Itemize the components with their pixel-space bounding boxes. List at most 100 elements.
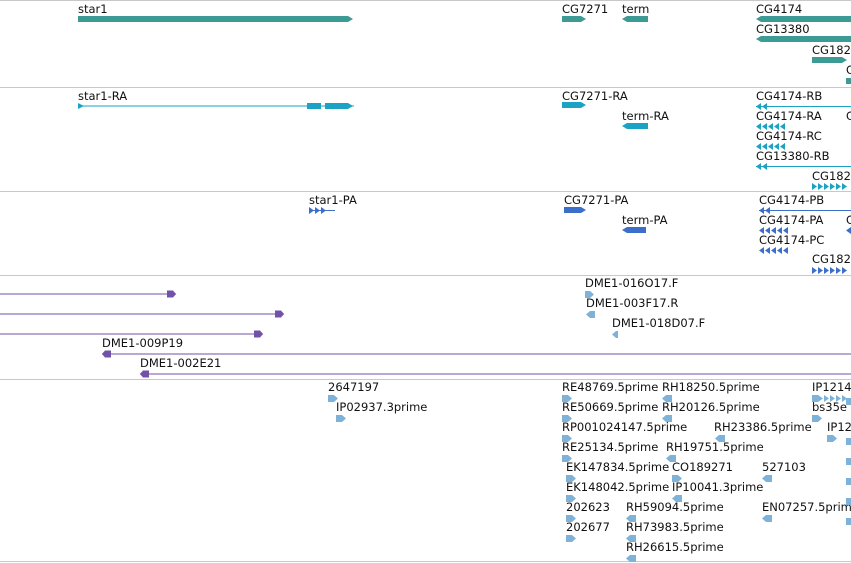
- feature-glyph[interactable]: [672, 475, 682, 482]
- feature-label: 2647197: [328, 380, 380, 394]
- feature-glyph[interactable]: [309, 207, 335, 214]
- feature-glyph[interactable]: [812, 183, 850, 190]
- feature-label: RE25134.5prime: [562, 440, 659, 454]
- feature-label: RH20126.5prime: [662, 400, 760, 414]
- feature-label: IP02937.3prime: [336, 400, 428, 414]
- feature-glyph[interactable]: [846, 438, 851, 445]
- feature-label: EK148042.5prime: [566, 480, 670, 494]
- feature-glyph[interactable]: [759, 207, 851, 214]
- feature-glyph[interactable]: [846, 227, 851, 234]
- feature-glyph[interactable]: [586, 311, 595, 318]
- feature-glyph[interactable]: [846, 398, 851, 405]
- feature-label: CG4174-PB: [759, 193, 825, 207]
- feature-glyph[interactable]: [585, 291, 594, 298]
- feature-glyph[interactable]: [78, 102, 354, 110]
- feature-glyph[interactable]: [566, 475, 576, 482]
- feature-label: star1: [78, 2, 108, 16]
- feature-glyph[interactable]: [846, 518, 851, 525]
- feature-glyph[interactable]: [0, 310, 284, 318]
- feature-glyph[interactable]: [566, 515, 576, 522]
- feature-glyph[interactable]: [562, 102, 586, 108]
- feature-glyph[interactable]: [756, 16, 851, 22]
- feature-label: RH26615.5prime: [626, 540, 724, 554]
- feature-glyph[interactable]: [672, 495, 682, 502]
- feature-glyph[interactable]: [812, 267, 850, 274]
- feature-label: term: [622, 2, 650, 16]
- feature-glyph[interactable]: [756, 103, 851, 110]
- track-divider: [0, 0, 851, 1]
- feature-label: CG182: [812, 169, 851, 183]
- feature-glyph[interactable]: [662, 415, 672, 422]
- feature-label: CG7271-RA: [562, 89, 628, 103]
- feature-glyph[interactable]: [626, 535, 636, 542]
- feature-glyph[interactable]: [846, 478, 851, 485]
- feature-glyph[interactable]: [756, 143, 788, 150]
- feature-label: CG182: [812, 43, 851, 57]
- feature-glyph[interactable]: [78, 16, 353, 22]
- feature-label: RE48769.5prime: [562, 380, 659, 394]
- feature-glyph[interactable]: [827, 435, 837, 442]
- feature-glyph[interactable]: [622, 16, 648, 22]
- feature-label: 202623: [566, 500, 610, 514]
- feature-label: CG182: [812, 252, 851, 266]
- feature-label: term-PA: [622, 213, 668, 227]
- feature-glyph[interactable]: [846, 458, 851, 465]
- track-divider: [0, 191, 851, 192]
- feature-label: EN07257.5prime: [762, 500, 851, 514]
- feature-glyph[interactable]: [715, 435, 725, 442]
- feature-glyph[interactable]: [566, 495, 576, 502]
- feature-glyph[interactable]: [626, 555, 636, 562]
- feature-glyph[interactable]: [759, 227, 791, 234]
- feature-glyph[interactable]: [566, 535, 576, 542]
- feature-glyph[interactable]: [812, 57, 847, 63]
- feature-glyph[interactable]: [562, 455, 572, 462]
- feature-glyph[interactable]: [562, 16, 586, 22]
- feature-glyph[interactable]: [759, 247, 791, 254]
- feature-glyph[interactable]: [0, 290, 176, 298]
- feature-glyph[interactable]: [762, 475, 772, 482]
- track-divider: [0, 379, 851, 380]
- feature-label: C: [846, 213, 851, 227]
- feature-glyph[interactable]: [564, 207, 586, 213]
- feature-glyph[interactable]: [756, 123, 788, 130]
- feature-glyph[interactable]: [612, 331, 618, 338]
- feature-label: CG4174-PA: [759, 213, 824, 227]
- feature-glyph[interactable]: [562, 395, 572, 402]
- feature-label: DME1-018D07.F: [612, 316, 706, 330]
- feature-glyph[interactable]: [812, 395, 850, 402]
- feature-glyph[interactable]: [756, 163, 851, 170]
- feature-glyph[interactable]: [562, 415, 572, 422]
- feature-label: CG4174: [756, 2, 803, 16]
- feature-glyph[interactable]: [622, 227, 646, 233]
- feature-glyph[interactable]: [336, 415, 346, 422]
- feature-label: RH19751.5prime: [666, 440, 764, 454]
- feature-label: EK147834.5prime: [566, 460, 670, 474]
- feature-label: 202677: [566, 520, 610, 534]
- feature-glyph[interactable]: [140, 370, 851, 378]
- feature-label: CG7271: [562, 2, 609, 16]
- feature-label: star1-RA: [78, 89, 128, 103]
- feature-glyph[interactable]: [762, 515, 772, 522]
- feature-label: C: [846, 63, 851, 77]
- feature-label: IP1214: [812, 380, 851, 394]
- feature-glyph[interactable]: [328, 395, 338, 402]
- feature-label: CG4174-RA: [756, 109, 822, 123]
- feature-glyph[interactable]: [662, 395, 672, 402]
- feature-label: CG13380: [756, 22, 810, 36]
- feature-glyph[interactable]: [756, 36, 851, 42]
- feature-label: IP12: [827, 420, 851, 434]
- feature-label: RP001024147.5prime: [562, 420, 688, 434]
- feature-label: term-RA: [622, 109, 669, 123]
- feature-glyph[interactable]: [622, 123, 648, 129]
- feature-glyph[interactable]: [626, 515, 636, 522]
- feature-glyph[interactable]: [102, 350, 851, 358]
- feature-glyph[interactable]: [812, 415, 822, 422]
- feature-glyph[interactable]: [846, 498, 851, 505]
- feature-label: DME1-016O17.F: [585, 276, 679, 290]
- feature-glyph[interactable]: [0, 330, 263, 338]
- feature-glyph[interactable]: [846, 78, 851, 84]
- track-divider: [0, 561, 851, 562]
- feature-glyph[interactable]: [562, 435, 572, 442]
- feature-glyph[interactable]: [666, 455, 676, 462]
